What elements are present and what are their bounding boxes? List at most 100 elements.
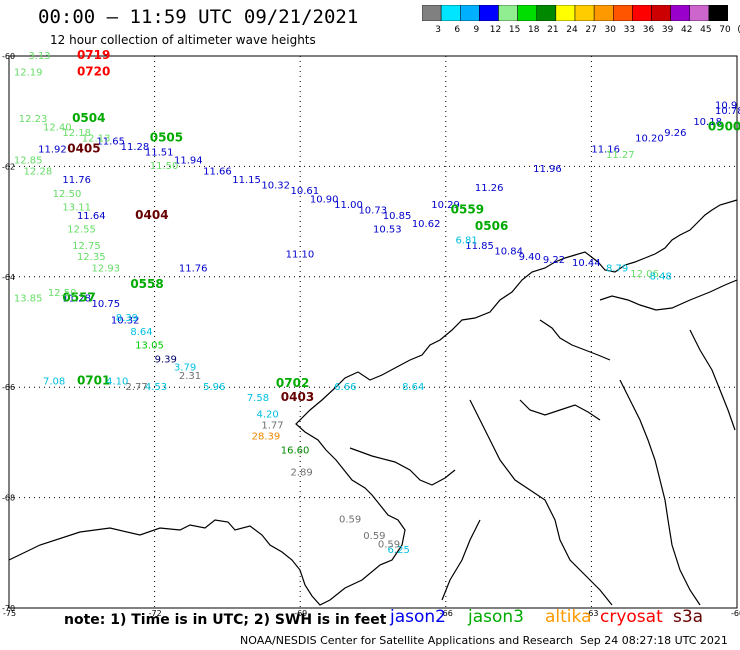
wave-height-label: 12.28 (24, 167, 53, 178)
wave-height-label: 16.60 (281, 445, 310, 456)
island-coast-7 (441, 519, 481, 601)
legend-cryosat: cryosat (600, 607, 663, 627)
wave-height-label: 2.31 (179, 371, 201, 382)
wave-height-label: 12.93 (92, 263, 121, 274)
wave-height-label: 4.53 (145, 382, 167, 393)
color-scale-bar (422, 5, 728, 21)
time-label: 0505 (150, 131, 183, 145)
page-subtitle: 12 hour collection of altimeter wave hei… (50, 33, 316, 47)
wave-height-label: 8.64 (402, 382, 424, 393)
wave-height-label: 9.40 (519, 252, 541, 263)
wave-height-label: 10.90 (310, 194, 339, 205)
wave-height-label: 12.06 (630, 269, 659, 280)
time-label: 0701 (77, 373, 110, 387)
scale-label: 27 (585, 25, 596, 35)
wave-height-label: 10.29 (431, 200, 460, 211)
wave-height-label: 6.81 (456, 236, 478, 247)
wave-height-label: 11.15 (232, 175, 261, 186)
wave-height-label: 11.28 (121, 142, 150, 153)
wave-height-label: 6.66 (334, 382, 356, 393)
wave-height-label: 10.53 (373, 225, 402, 236)
scale-label: 30 (605, 25, 617, 35)
wave-height-label: 12.50 (53, 189, 82, 200)
legend-altika: altika (545, 607, 592, 627)
scale-label: 45 (700, 25, 711, 35)
antarctic-peninsula-coast (8, 199, 738, 606)
scale-label: 24 (566, 25, 578, 35)
scale-label: 9 (474, 25, 480, 35)
lat-tick-label: -66 (2, 383, 15, 392)
wave-height-label: 10.78 (715, 106, 740, 117)
wave-height-label: 4.10 (106, 376, 128, 387)
wave-height-label: 10.20 (635, 134, 664, 145)
scale-swatch (708, 5, 728, 21)
wave-height-label: 8.79 (606, 263, 628, 274)
time-label: 0405 (67, 142, 100, 156)
wave-height-label: 9.39 (155, 354, 177, 365)
wave-height-label: 12.55 (67, 225, 96, 236)
scale-label: 70 (719, 25, 731, 35)
wave-height-label: 12.23 (19, 114, 48, 125)
time-label: 0404 (135, 208, 168, 222)
lon-tick-label: -69 (294, 609, 307, 618)
island-coast-6 (689, 329, 736, 431)
wave-height-label: 3.13 (28, 51, 50, 62)
time-label: 0506 (475, 219, 508, 233)
lon-tick-label: -66 (440, 609, 453, 618)
wave-height-label: 0.59 (339, 514, 361, 525)
time-label: 0557 (62, 291, 95, 305)
scale-label: 33 (624, 25, 635, 35)
time-label: 0504 (72, 111, 105, 125)
graticule (9, 56, 737, 608)
scale-label: 21 (547, 25, 558, 35)
wave-height-label: 10.32 (111, 316, 140, 327)
wave-height-label: 10.61 (290, 186, 319, 197)
wave-height-label: 9.26 (664, 128, 686, 139)
scale-label: (ft) (737, 25, 740, 35)
wave-height-label: 8.39 (116, 313, 138, 324)
wave-height-label: 11.94 (174, 156, 203, 167)
lat-tick-label: -68 (2, 494, 15, 503)
time-label: 0559 (451, 202, 484, 216)
legend-jason3: jason3 (468, 607, 524, 627)
wave-height-label: 11.66 (203, 167, 232, 178)
time-label: 0702 (276, 376, 309, 390)
wave-height-label: 11.76 (62, 175, 91, 186)
time-label: 0720 (77, 64, 110, 78)
wave-height-label: 11.50 (150, 161, 179, 172)
page-title: 00:00 – 11:59 UTC 09/21/2021 (38, 6, 359, 28)
wave-height-label: 1.77 (261, 421, 283, 432)
lat-tick-label: -70 (2, 604, 15, 613)
wave-height-label: 10.75 (92, 299, 121, 310)
wave-height-label: 12.18 (62, 128, 91, 139)
wave-height-label: 2.89 (290, 468, 312, 479)
legend-jason2: jason2 (390, 607, 446, 627)
lon-tick-label: -72 (149, 609, 162, 618)
wave-height-label: 11.51 (145, 147, 174, 158)
wave-height-label: 10.73 (358, 205, 387, 216)
wave-height-label: 10.44 (572, 258, 601, 269)
wave-height-label: 12.50 (48, 288, 77, 299)
wave-height-label: 11.64 (77, 211, 106, 222)
time-label: 0719 (77, 48, 110, 62)
island-coast-4 (349, 447, 456, 486)
lat-tick-label: -60 (2, 52, 15, 61)
time-label: 0900 (708, 120, 740, 134)
wave-height-label: 13.05 (135, 341, 164, 352)
lon-tick-label: -60 (731, 609, 740, 618)
scale-label: 42 (681, 25, 692, 35)
coastline (8, 199, 738, 606)
wave-height-label: 9.22 (543, 255, 565, 266)
wave-height-label: 10.32 (261, 180, 290, 191)
wave-height-label: 11.76 (179, 263, 208, 274)
lon-tick-label: -75 (3, 609, 16, 618)
footer-note: note: 1) Time is in UTC; 2) SWH is in fe… (64, 612, 387, 628)
wave-height-label: 3.79 (174, 363, 196, 374)
wave-height-label: 4.20 (257, 410, 279, 421)
wave-height-label: 12.85 (14, 156, 43, 167)
lat-tick-label: -62 (2, 162, 15, 171)
scale-label: 3 (435, 25, 441, 35)
wave-height-label: 12.13 (82, 134, 111, 145)
wave-height-label: 12.35 (77, 252, 106, 263)
